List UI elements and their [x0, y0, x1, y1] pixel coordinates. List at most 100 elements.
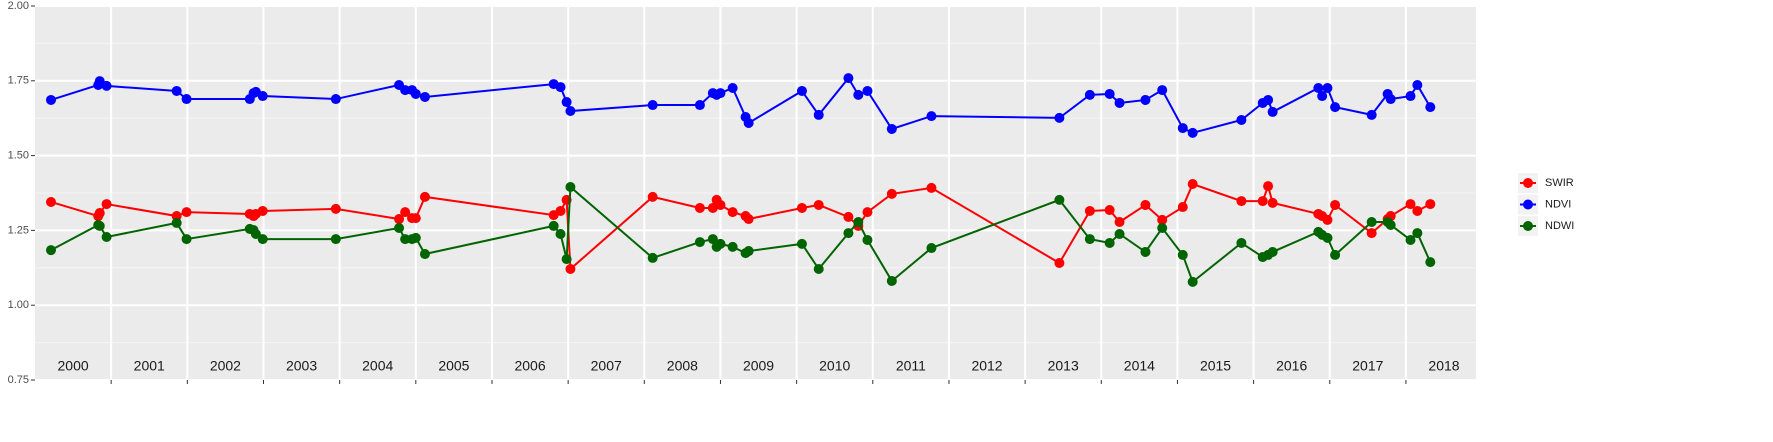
- x-tick-label: 2016: [1276, 358, 1307, 374]
- y-tick-label: 2.00: [8, 0, 29, 12]
- point: [1157, 223, 1168, 234]
- point: [330, 234, 341, 245]
- point: [886, 123, 897, 134]
- x-tick-label: 2001: [134, 358, 165, 374]
- point: [1322, 214, 1333, 225]
- point: [707, 202, 718, 213]
- point: [1267, 246, 1278, 257]
- y-tick-label: 0.75: [8, 374, 29, 386]
- point: [796, 85, 807, 96]
- y-tick-label: 1.00: [8, 299, 29, 311]
- legend-label: NDWI: [1545, 220, 1574, 232]
- point: [1187, 127, 1198, 138]
- point: [727, 241, 738, 252]
- point: [171, 217, 182, 228]
- x-tick-label: 2008: [667, 358, 698, 374]
- x-tick-label: 2007: [591, 358, 622, 374]
- point: [1236, 237, 1247, 248]
- point: [1054, 112, 1065, 123]
- point: [1425, 257, 1436, 268]
- point: [796, 238, 807, 249]
- point: [45, 196, 56, 207]
- point: [926, 243, 937, 254]
- point: [1084, 89, 1095, 100]
- point: [94, 220, 105, 231]
- point: [707, 234, 718, 245]
- point: [1330, 102, 1341, 113]
- point: [843, 228, 854, 239]
- point: [743, 117, 754, 128]
- point: [843, 211, 854, 222]
- point: [727, 82, 738, 93]
- point: [1177, 202, 1188, 213]
- point: [1385, 220, 1396, 231]
- point: [813, 263, 824, 274]
- point: [394, 214, 405, 225]
- legend-point: [1523, 199, 1533, 210]
- point: [1104, 205, 1115, 216]
- point: [555, 205, 566, 216]
- point: [1313, 82, 1324, 93]
- legend-point: [1523, 221, 1533, 231]
- point: [1425, 199, 1436, 210]
- point: [715, 199, 726, 210]
- point: [1177, 249, 1188, 260]
- x-tick-label: 2005: [438, 358, 469, 374]
- point: [647, 100, 658, 111]
- point: [886, 188, 897, 199]
- point: [394, 223, 405, 234]
- point: [853, 217, 864, 228]
- x-tick-label: 2003: [286, 358, 317, 374]
- point: [715, 238, 726, 249]
- point: [1140, 94, 1151, 105]
- point: [257, 91, 268, 102]
- point: [1236, 196, 1247, 207]
- point: [694, 237, 705, 248]
- point: [1330, 199, 1341, 210]
- point: [171, 211, 182, 222]
- point: [694, 202, 705, 213]
- y-tick-label: 1.75: [8, 75, 29, 87]
- point: [1267, 106, 1278, 117]
- x-tick-label: 2000: [58, 358, 89, 374]
- x-tick-label: 2014: [1124, 358, 1155, 374]
- point: [565, 182, 576, 193]
- x-tick-label: 2004: [362, 358, 393, 374]
- point: [419, 91, 430, 102]
- point: [1405, 234, 1416, 245]
- point: [727, 207, 738, 218]
- x-tick-label: 2010: [819, 358, 850, 374]
- point: [647, 252, 658, 263]
- point: [694, 100, 705, 111]
- point: [1257, 196, 1268, 207]
- point: [862, 85, 873, 96]
- point: [1084, 234, 1095, 245]
- point: [796, 202, 807, 213]
- point: [1054, 194, 1065, 205]
- point: [400, 207, 411, 218]
- point: [1412, 205, 1423, 216]
- point: [1114, 217, 1125, 228]
- point: [45, 94, 56, 105]
- point: [94, 208, 105, 219]
- point: [555, 82, 566, 93]
- point: [813, 109, 824, 120]
- point: [1114, 228, 1125, 239]
- point: [330, 203, 341, 214]
- point: [926, 182, 937, 193]
- legend-point: [1523, 178, 1533, 188]
- point: [1366, 109, 1377, 120]
- point: [1140, 246, 1151, 257]
- point: [1054, 258, 1065, 269]
- point: [1322, 232, 1333, 243]
- point: [743, 246, 754, 257]
- point: [1317, 91, 1328, 102]
- point: [1084, 205, 1095, 216]
- point: [257, 205, 268, 216]
- point: [1405, 199, 1416, 210]
- point: [862, 234, 873, 245]
- x-tick-label: 2009: [743, 358, 774, 374]
- point: [330, 94, 341, 105]
- point: [410, 213, 421, 224]
